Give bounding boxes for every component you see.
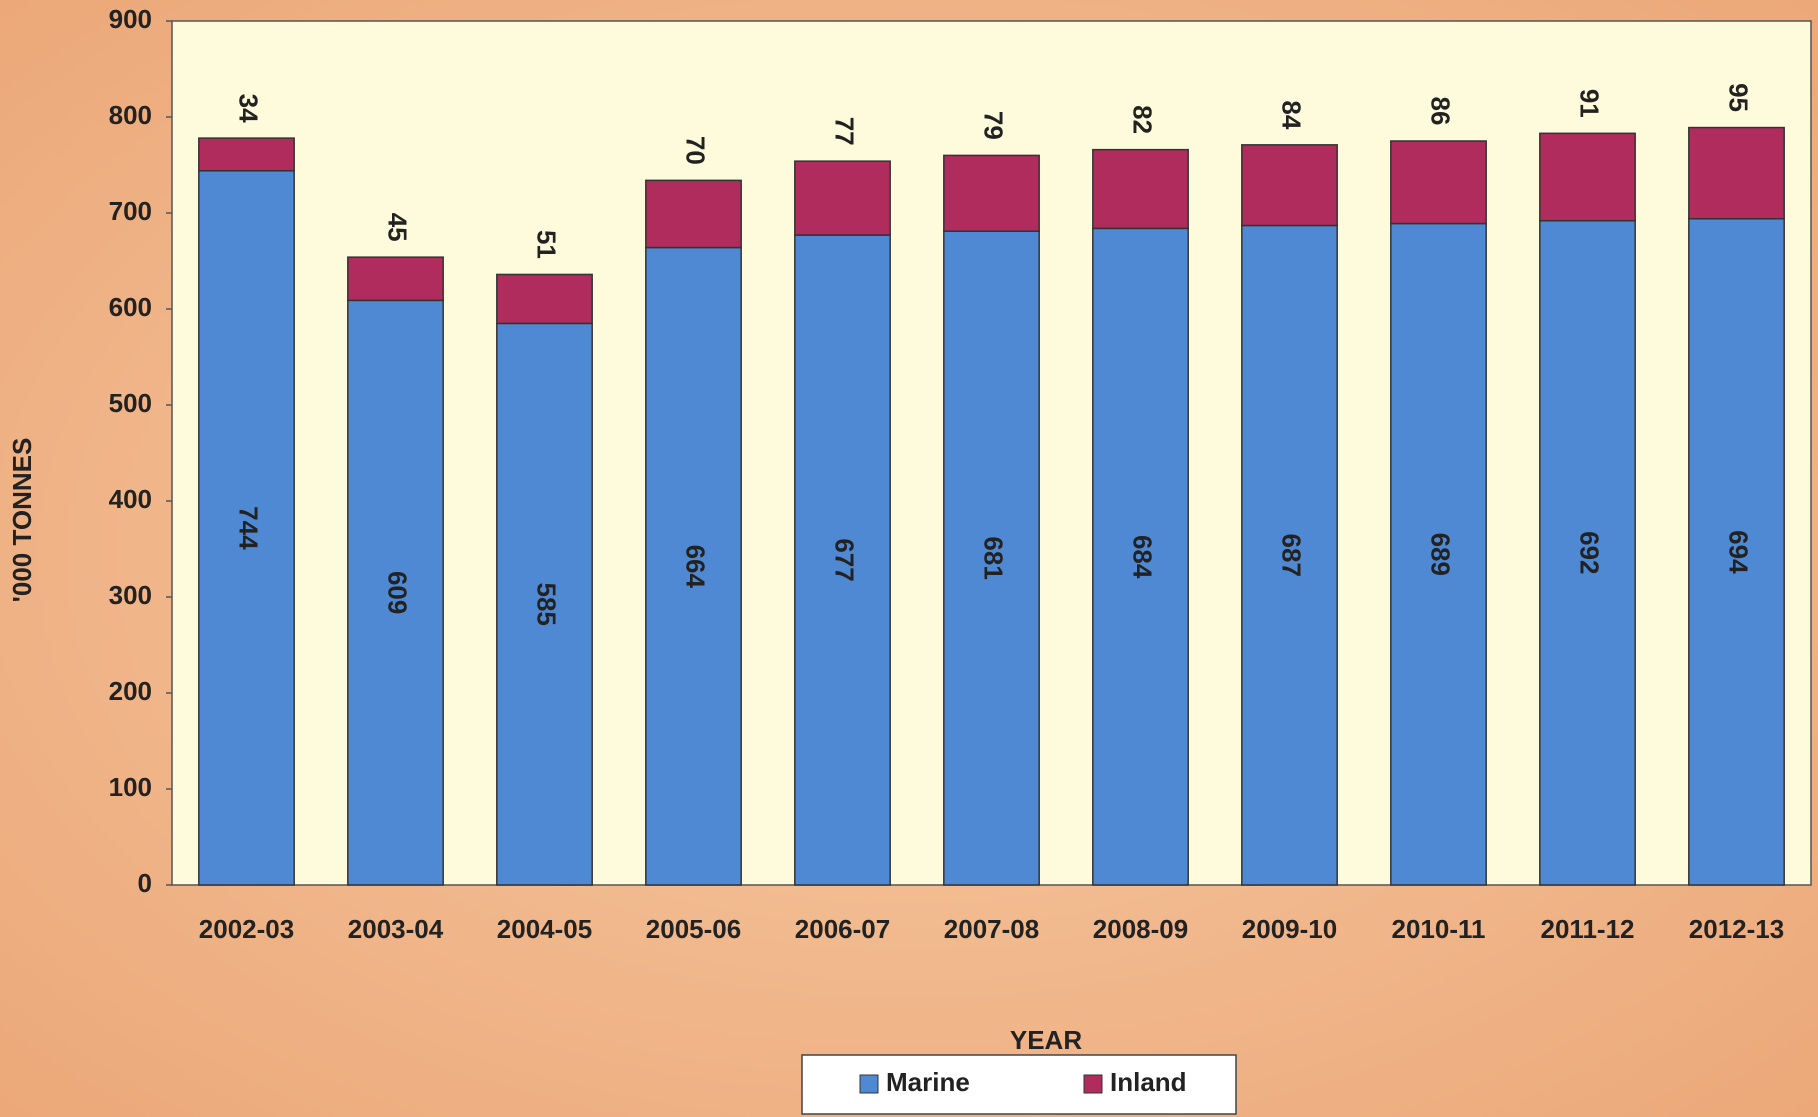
bar-segment (1390, 140, 1487, 225)
data-label: 86 (1426, 97, 1456, 126)
legend-swatch (859, 1074, 879, 1094)
data-label: 77 (830, 117, 860, 146)
bar-segment (645, 246, 742, 886)
bar-segment (645, 179, 742, 249)
y-tick-label: 800 (109, 100, 152, 130)
y-tick-label: 600 (109, 292, 152, 322)
bar-segment (1241, 144, 1338, 227)
y-tick-label: 100 (109, 772, 152, 802)
bar-segment (1539, 132, 1636, 222)
bar-segment (794, 234, 891, 886)
x-tick-label: 2009-10 (1242, 914, 1337, 944)
x-tick-label: 2010-11 (1392, 914, 1486, 944)
y-tick-label: 300 (109, 580, 152, 610)
bar-segment (1688, 218, 1785, 886)
bar-segment (1241, 224, 1338, 886)
bar-segment (198, 170, 295, 886)
data-label: 79 (979, 111, 1009, 140)
x-tick-label: 2005-06 (646, 914, 741, 944)
legend-label: Inland (1110, 1067, 1187, 1097)
bar-segment (1688, 126, 1785, 220)
x-tick-label: 2003-04 (348, 914, 444, 944)
x-tick-label: 2004-05 (497, 914, 592, 944)
y-tick-label: 700 (109, 196, 152, 226)
y-tick-label: 200 (109, 676, 152, 706)
data-label: 82 (1128, 105, 1158, 134)
data-label: 51 (532, 230, 562, 259)
data-label: 45 (383, 213, 413, 242)
bar-segment (1539, 219, 1636, 886)
data-label: 694 (1724, 530, 1754, 574)
bar-segment (943, 230, 1040, 886)
bar-segment (347, 299, 444, 886)
x-tick-label: 2007-08 (944, 914, 1039, 944)
bar-segment (943, 154, 1040, 232)
data-label: 689 (1426, 533, 1456, 576)
data-label: 687 (1277, 534, 1307, 577)
x-tick-label: 2006-07 (795, 914, 890, 944)
data-label: 84 (1277, 100, 1307, 129)
y-tick-label: 900 (109, 4, 152, 34)
x-tick-label: 2011-12 (1541, 914, 1635, 944)
y-axis-title: '000 TONNES (7, 438, 37, 603)
bar-segment (1092, 227, 1189, 886)
data-label: 677 (830, 538, 860, 581)
y-tick-label: 0 (138, 868, 152, 898)
data-label: 34 (234, 94, 264, 123)
bar-segment (347, 256, 444, 302)
x-axis-title: YEAR (1010, 1025, 1082, 1055)
bar-segment (1092, 148, 1189, 230)
bar-segment (794, 160, 891, 236)
data-label: 70 (681, 136, 711, 165)
data-label: 664 (681, 545, 711, 589)
data-label: 585 (532, 583, 562, 626)
legend-swatch (1083, 1074, 1103, 1094)
x-tick-label: 2002-03 (199, 914, 294, 944)
data-label: 95 (1724, 83, 1754, 112)
bar-segment (496, 322, 593, 886)
data-label: 744 (234, 506, 264, 550)
x-tick-label: 2012-13 (1689, 914, 1784, 944)
data-label: 692 (1575, 531, 1605, 574)
data-label: 609 (383, 571, 413, 614)
data-label: 684 (1128, 535, 1158, 579)
y-tick-label: 400 (109, 484, 152, 514)
bar-segment (198, 137, 295, 172)
data-label: 91 (1575, 89, 1605, 118)
legend-label: Marine (886, 1067, 970, 1097)
bar-segment (496, 273, 593, 325)
y-tick-label: 500 (109, 388, 152, 418)
data-label: 681 (979, 536, 1009, 579)
x-tick-label: 2008-09 (1093, 914, 1188, 944)
